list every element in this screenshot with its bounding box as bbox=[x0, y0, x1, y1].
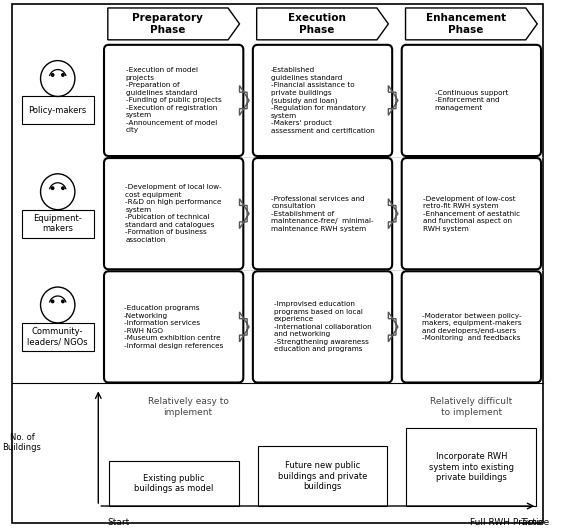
Text: -Development of local low-
cost equipment
-R&D on high performance
system
-Pubic: -Development of local low- cost equipmen… bbox=[125, 185, 222, 243]
Text: -Execution of model
projects
-Preparation of
guidelines standard
-Funding of pub: -Execution of model projects -Preparatio… bbox=[126, 67, 222, 133]
Bar bbox=[109, 461, 239, 506]
Bar bbox=[22, 96, 94, 124]
Polygon shape bbox=[406, 8, 537, 40]
Text: No. of
Buildings: No. of Buildings bbox=[2, 433, 41, 452]
Text: -Improvised education
programs based on local
experience
-International collabor: -Improvised education programs based on … bbox=[274, 302, 371, 352]
FancyBboxPatch shape bbox=[253, 271, 392, 382]
Circle shape bbox=[51, 187, 54, 189]
Bar bbox=[22, 209, 94, 238]
FancyBboxPatch shape bbox=[402, 158, 541, 269]
FancyBboxPatch shape bbox=[253, 158, 392, 269]
Text: Execution
Phase: Execution Phase bbox=[288, 13, 346, 35]
Bar bbox=[258, 446, 387, 506]
Text: -Continuous support
-Enforcement and
management: -Continuous support -Enforcement and man… bbox=[435, 90, 508, 111]
Polygon shape bbox=[389, 312, 398, 342]
Text: Relatively easy to
implement: Relatively easy to implement bbox=[148, 397, 228, 417]
Text: -Professional services and
consultation
-Establishment of
maintenance-free/  min: -Professional services and consultation … bbox=[271, 196, 374, 232]
Text: Equipment-
makers: Equipment- makers bbox=[33, 214, 82, 233]
Bar bbox=[22, 323, 94, 351]
FancyBboxPatch shape bbox=[253, 45, 392, 156]
Text: Future new public
buildings and private
buildings: Future new public buildings and private … bbox=[278, 461, 367, 491]
Text: -Established
guidelines standard
-Financial assistance to
private buildings
(sub: -Established guidelines standard -Financ… bbox=[271, 67, 374, 134]
Circle shape bbox=[61, 300, 64, 303]
Text: Incorporate RWH
system into existing
private buildings: Incorporate RWH system into existing pri… bbox=[429, 452, 514, 482]
FancyBboxPatch shape bbox=[104, 271, 243, 382]
Circle shape bbox=[51, 300, 54, 303]
FancyBboxPatch shape bbox=[104, 45, 243, 156]
FancyBboxPatch shape bbox=[402, 45, 541, 156]
Text: Time: Time bbox=[521, 518, 543, 527]
Text: Policy-makers: Policy-makers bbox=[29, 106, 87, 115]
Circle shape bbox=[61, 74, 64, 76]
Text: -Moderator between policy-
makers, equipment-makers
and developers/end-users
-Mo: -Moderator between policy- makers, equip… bbox=[421, 313, 521, 341]
Polygon shape bbox=[389, 86, 398, 115]
FancyBboxPatch shape bbox=[402, 271, 541, 382]
Text: Enhancement
Phase: Enhancement Phase bbox=[426, 13, 506, 35]
FancyBboxPatch shape bbox=[104, 158, 243, 269]
Polygon shape bbox=[108, 8, 240, 40]
Polygon shape bbox=[240, 86, 249, 115]
Text: Start: Start bbox=[108, 518, 130, 527]
Text: Existing public
buildings as model: Existing public buildings as model bbox=[134, 474, 213, 494]
Circle shape bbox=[61, 187, 64, 189]
Polygon shape bbox=[389, 199, 398, 229]
Bar bbox=[407, 428, 536, 506]
Text: -Development of low-cost
retro-fit RWH system
-Enhancement of aestathic
and func: -Development of low-cost retro-fit RWH s… bbox=[423, 196, 520, 232]
Polygon shape bbox=[240, 199, 249, 229]
Circle shape bbox=[51, 74, 54, 76]
Polygon shape bbox=[240, 312, 249, 342]
Text: -Education programs
-Networking
-Information services
-RWH NGO
-Museum exhibitio: -Education programs -Networking -Informa… bbox=[124, 305, 223, 349]
Text: Preparatory
Phase: Preparatory Phase bbox=[133, 13, 204, 35]
Text: Full RWH Practice: Full RWH Practice bbox=[470, 518, 550, 527]
Text: Community-
leaders/ NGOs: Community- leaders/ NGOs bbox=[28, 327, 88, 346]
Text: Relatively difficult
to implement: Relatively difficult to implement bbox=[430, 397, 513, 417]
Polygon shape bbox=[257, 8, 389, 40]
